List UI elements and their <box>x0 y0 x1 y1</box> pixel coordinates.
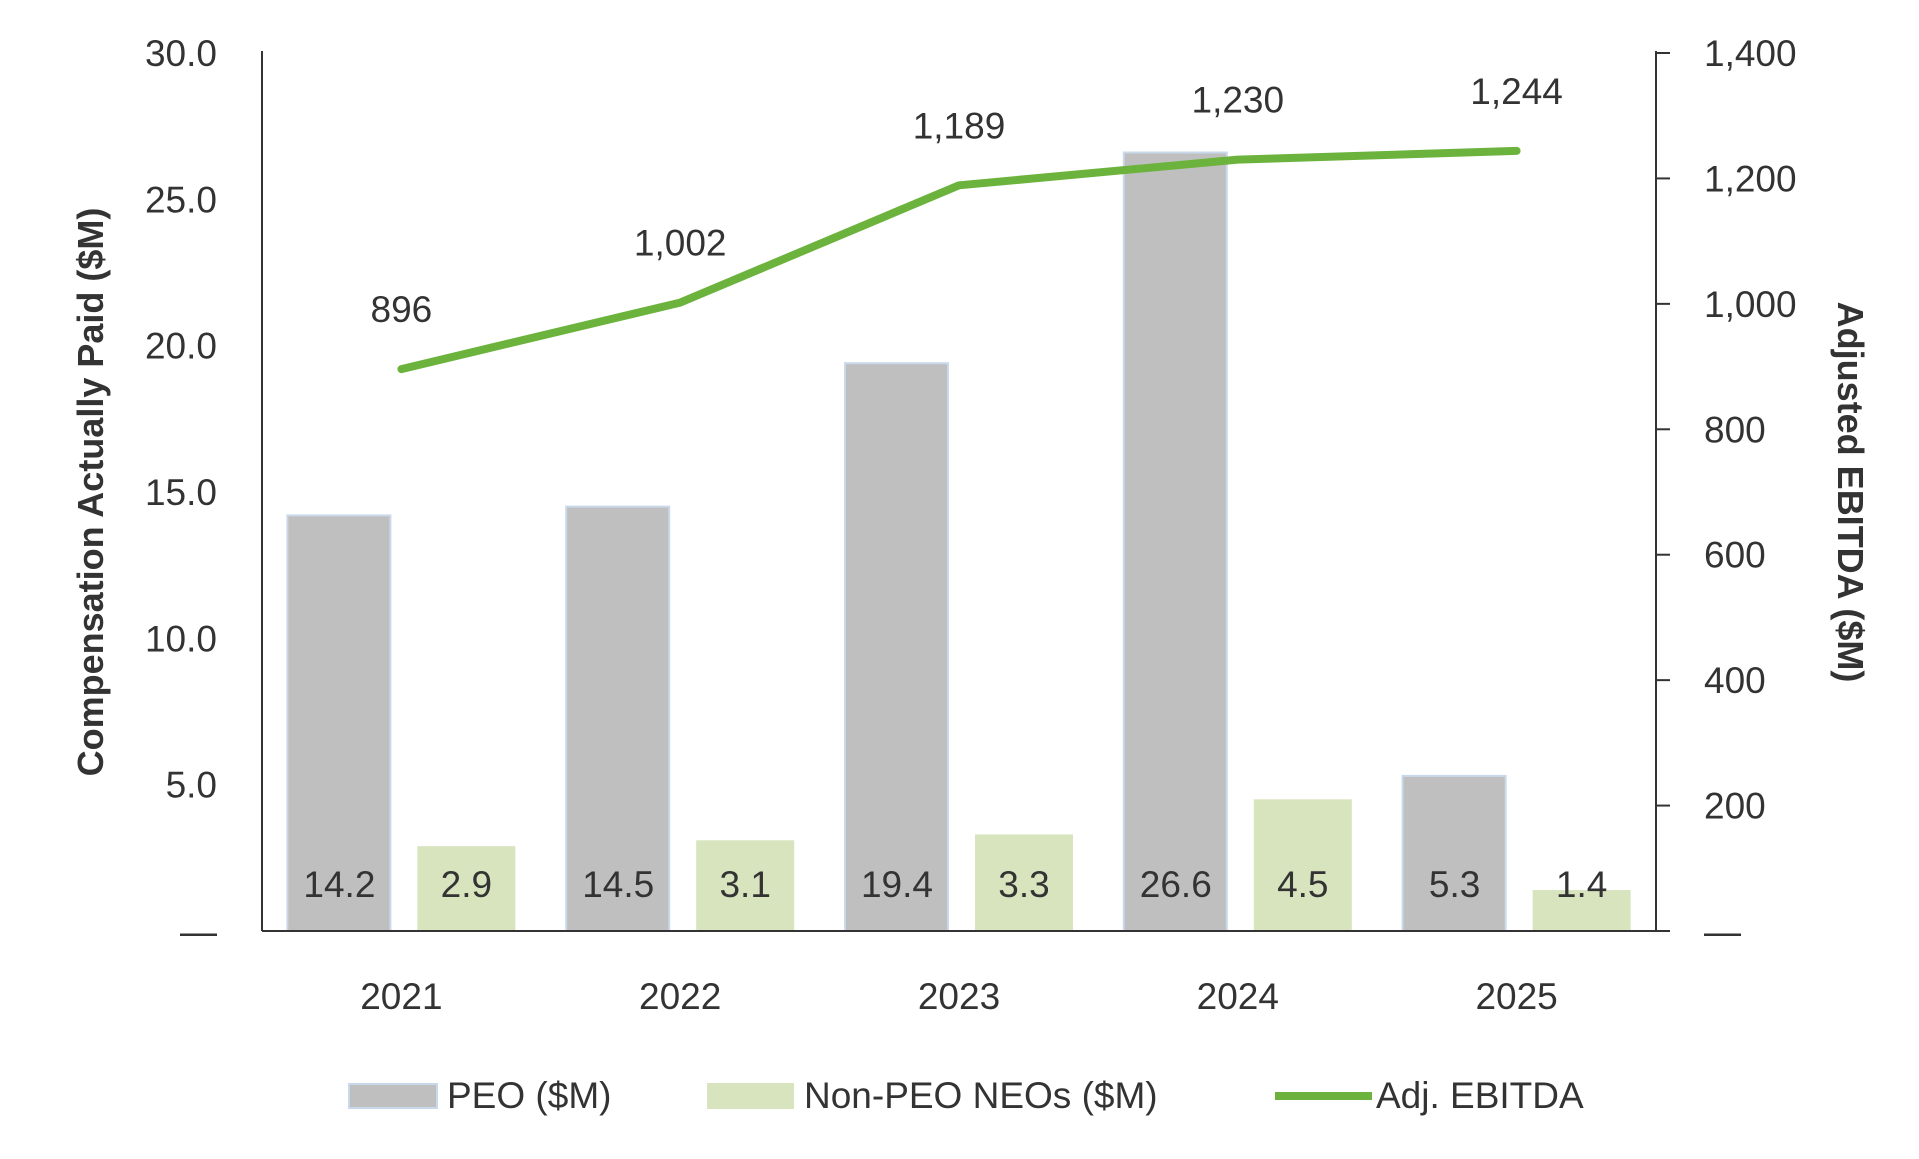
y-tick-label: 25.0 <box>145 179 217 220</box>
line-point <box>679 301 682 304</box>
bar-peo <box>286 514 392 932</box>
data-label-non-peo: 3.1 <box>719 864 770 905</box>
data-label-ebitda: 896 <box>371 289 433 330</box>
y2-tick-label: 1,200 <box>1704 158 1797 199</box>
y2-tick-label: — <box>1704 911 1741 952</box>
data-label-peo: 5.3 <box>1429 864 1480 905</box>
bar-peo <box>1401 774 1507 932</box>
y2-tick-label: 1,000 <box>1704 284 1797 325</box>
line-adj-ebitda <box>397 146 1521 374</box>
x-tick-label: 2025 <box>1475 976 1557 1017</box>
bar-non-peo <box>1253 799 1352 931</box>
y-tick-label: 15.0 <box>145 472 217 513</box>
bar-non-peo <box>975 834 1073 931</box>
y-tick-label: — <box>180 911 217 952</box>
x-tick-label: 2023 <box>918 976 1000 1017</box>
legend-swatch-peo <box>348 1083 438 1109</box>
bar-peo <box>844 362 949 932</box>
line-point <box>958 184 960 187</box>
y2-tick-label: 1,400 <box>1704 33 1797 74</box>
legend-swatch-non-peo <box>707 1083 794 1109</box>
data-label-non-peo: 4.5 <box>1277 864 1328 905</box>
y-tick-label: 10.0 <box>145 618 217 659</box>
data-label-non-peo: 3.3 <box>998 864 1049 905</box>
legend-label-ebitda: Adj. EBITDA <box>1376 1075 1584 1116</box>
data-label-peo: 19.4 <box>861 864 933 905</box>
y-axis-title: Compensation Actually Paid ($M) <box>70 208 111 777</box>
y-tick-label: 5.0 <box>166 765 217 806</box>
y2-tick-label: 200 <box>1704 786 1766 827</box>
x-tick-label: 2022 <box>639 976 721 1017</box>
y2-tick-label: 800 <box>1704 409 1766 450</box>
data-label-peo: 14.2 <box>303 864 375 905</box>
x-tick-label: 2024 <box>1197 976 1279 1017</box>
data-label-ebitda: 1,002 <box>634 223 727 264</box>
x-tick-label: 2021 <box>360 976 442 1017</box>
bar-non-peo <box>1532 890 1631 931</box>
y2-tick-label: 600 <box>1704 535 1766 576</box>
legend: PEO ($M) Non-PEO NEOs ($M) Adj. EBITDA <box>348 1075 1584 1116</box>
y2-axis-title: Adjusted EBITDA ($M) <box>1830 302 1871 683</box>
bar-non-peo <box>696 840 795 931</box>
data-label-peo: 26.6 <box>1140 864 1212 905</box>
line-point <box>400 368 403 371</box>
data-label-ebitda: 1,230 <box>1192 80 1285 121</box>
bar-peo <box>1122 151 1228 933</box>
data-label-ebitda: 1,189 <box>913 105 1006 146</box>
data-label-non-peo: 1.4 <box>1556 864 1607 905</box>
legend-label-non-peo: Non-PEO NEOs ($M) <box>804 1075 1158 1116</box>
data-label-non-peo: 2.9 <box>441 864 492 905</box>
y-tick-label: 30.0 <box>145 33 217 74</box>
line-point <box>1515 149 1518 152</box>
y2-tick-label: 400 <box>1704 660 1766 701</box>
legend-label-peo: PEO ($M) <box>447 1075 611 1116</box>
bar-non-peo <box>417 846 516 931</box>
y-tick-label: 20.0 <box>145 326 217 367</box>
data-label-ebitda: 1,244 <box>1470 71 1563 112</box>
line-point <box>1236 158 1239 161</box>
data-label-peo: 14.5 <box>582 864 654 905</box>
bar-peo <box>565 505 671 932</box>
